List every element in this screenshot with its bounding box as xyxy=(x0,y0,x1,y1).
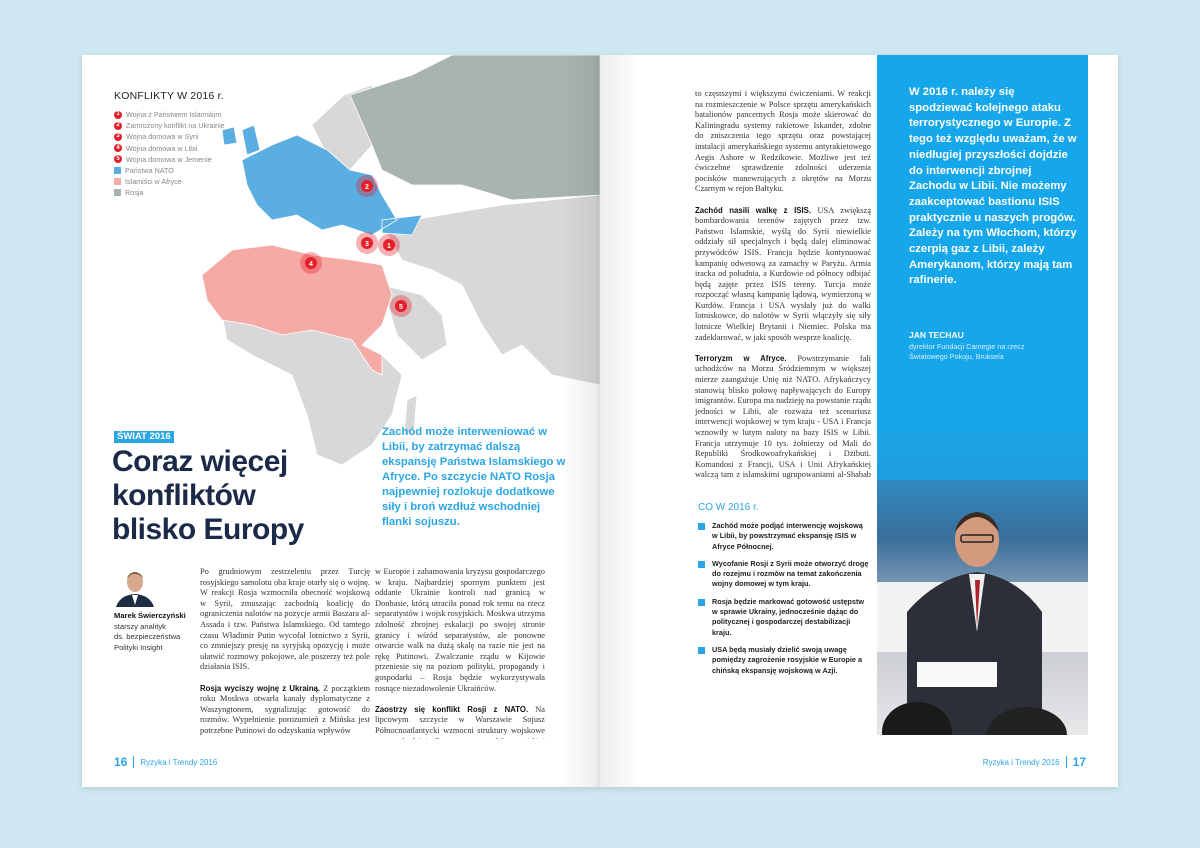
page-footer: 16 Ryzyka i Trendy 2016 xyxy=(114,755,217,769)
map-madagascar xyxy=(403,394,418,436)
legend-label: Wojna z Państwem Islamskim xyxy=(126,110,222,119)
svg-text:1: 1 xyxy=(387,243,391,250)
swatch-nato xyxy=(114,167,121,175)
legend-item: 3 Wojna domowa w Syrii xyxy=(114,131,225,142)
body-column-3: to częstszymi i większymi ćwiczeniami. W… xyxy=(695,89,871,479)
svg-text:5: 5 xyxy=(399,304,403,311)
legend-item: 1 Wojna z Państwem Islamskim xyxy=(114,109,225,120)
page-footer: Ryzyka i Trendy 2016 17 xyxy=(983,755,1086,769)
map-markers: 2 3 1 4 5 xyxy=(300,175,412,317)
marker-badge: 5 xyxy=(114,155,122,164)
pull-quote: W 2016 r. należy się spodziewać kolejneg… xyxy=(877,55,1088,432)
author-role: ds. bezpieczeństwa xyxy=(114,632,181,642)
list-item: Wycofanie Rosji z Syrii może otworzyć dr… xyxy=(698,559,870,590)
swatch-russia xyxy=(114,189,121,197)
publication-title: Ryzyka i Trendy 2016 xyxy=(140,757,218,767)
headline-line: Coraz więcej xyxy=(112,445,288,478)
map-russia xyxy=(349,55,600,201)
page-number: 16 xyxy=(114,755,128,769)
right-page: to częstszymi i większymi ćwiczeniami. W… xyxy=(600,55,1118,787)
publication-title: Ryzyka i Trendy 2016 xyxy=(982,757,1060,767)
legend-label: Zamrożony konflikt na Ukrainie xyxy=(126,121,225,131)
legend-label: Państwa NATO xyxy=(125,165,174,175)
conflict-map: 2 3 1 4 5 xyxy=(201,55,600,466)
box-title: CO W 2016 r. xyxy=(698,502,759,513)
quote-attribution: JAN TECHAU dyrektor Fundacji Carnegie na… xyxy=(909,330,1079,363)
map-middle-east-asia xyxy=(381,194,600,386)
svg-text:4: 4 xyxy=(309,261,313,268)
body-column-2: w Europie i zahamowania kryzysu gospodar… xyxy=(375,567,545,739)
marker-badge: 2 xyxy=(114,121,122,130)
legend-label: Rosja xyxy=(125,188,144,198)
list-item: Rosja będzie markować gotowość ustępstw … xyxy=(698,597,870,638)
legend-label: Wojna domowa w Libii xyxy=(126,143,198,153)
map-southern-africa xyxy=(221,314,403,466)
headline-line: blisko Europy xyxy=(112,513,304,546)
marker-5: 5 xyxy=(390,295,412,317)
headline-line: konfliktów xyxy=(112,479,256,512)
body-column-1: Po grudniowym zestrzeleniu przez Turcję … xyxy=(200,567,370,735)
legend-item: Islamiści w Afryce xyxy=(114,176,225,187)
map-nato xyxy=(221,124,423,236)
marker-badge: 4 xyxy=(114,144,122,153)
left-page: 2 3 1 4 5 KONFLIKTY W 2016 r. 1 Wojna z P… xyxy=(82,55,600,787)
legend-item: Rosja xyxy=(114,187,225,198)
quote-author-role: dyrektor Fundacji Carnegie na rzecz Świa… xyxy=(909,341,1025,362)
author-role: starszy analityk xyxy=(114,621,166,631)
page-number: 17 xyxy=(1072,755,1086,769)
author-role: Polityki Insight xyxy=(114,642,163,652)
marker-badge: 3 xyxy=(114,132,122,141)
marker-4: 4 xyxy=(300,252,322,274)
marker-2: 2 xyxy=(356,175,378,197)
legend-item: Państwa NATO xyxy=(114,165,225,176)
swatch-islamists xyxy=(114,178,121,186)
marker-3: 3 xyxy=(356,232,378,254)
legend-label: Wojna domowa w Syrii xyxy=(126,132,199,142)
lead-text: Zachód może interweniować w Libii, by za… xyxy=(382,426,566,528)
legend-label: Islamiści w Afryce xyxy=(125,177,182,187)
section-tag: ŚWIAT 2016 xyxy=(114,431,174,443)
quote-author: JAN TECHAU xyxy=(909,330,964,340)
list-item: USA będą musiały dzielić swoją uwagę pom… xyxy=(698,645,870,676)
svg-text:2: 2 xyxy=(365,184,369,191)
author-info: Marek Świerczyński starszy analityk ds. b… xyxy=(114,611,196,653)
quote-text: W 2016 r. należy się spodziewać kolejneg… xyxy=(909,86,1077,287)
map-legend: 1 Wojna z Państwem Islamskim 2 Zamrożony k… xyxy=(114,109,225,199)
legend-item: 2 Zamrożony konflikt na Ukrainie xyxy=(114,120,225,131)
svg-text:3: 3 xyxy=(365,241,369,248)
legend-item: 4 Wojna domowa w Libii xyxy=(114,143,225,154)
map-islamists xyxy=(201,244,393,376)
legend-label: Wojna domowa w Jemenie xyxy=(126,154,212,164)
legend-item: 5 Wojna domowa w Jemenie xyxy=(114,154,225,165)
speaker-photo xyxy=(877,432,1088,735)
headline: Coraz więcej konfliktów blisko Europy xyxy=(112,445,377,547)
marker-1: 1 xyxy=(378,234,400,256)
map-title: KONFLIKTY W 2016 r. xyxy=(114,90,224,102)
marker-badge: 1 xyxy=(114,110,122,119)
author-name: Marek Świerczyński xyxy=(114,611,186,620)
author-photo xyxy=(114,567,156,607)
outlook-list: Zachód może podjąć interwencję wojskową … xyxy=(698,521,870,683)
list-item: Zachód może podjąć interwencję wojskową … xyxy=(698,521,870,552)
